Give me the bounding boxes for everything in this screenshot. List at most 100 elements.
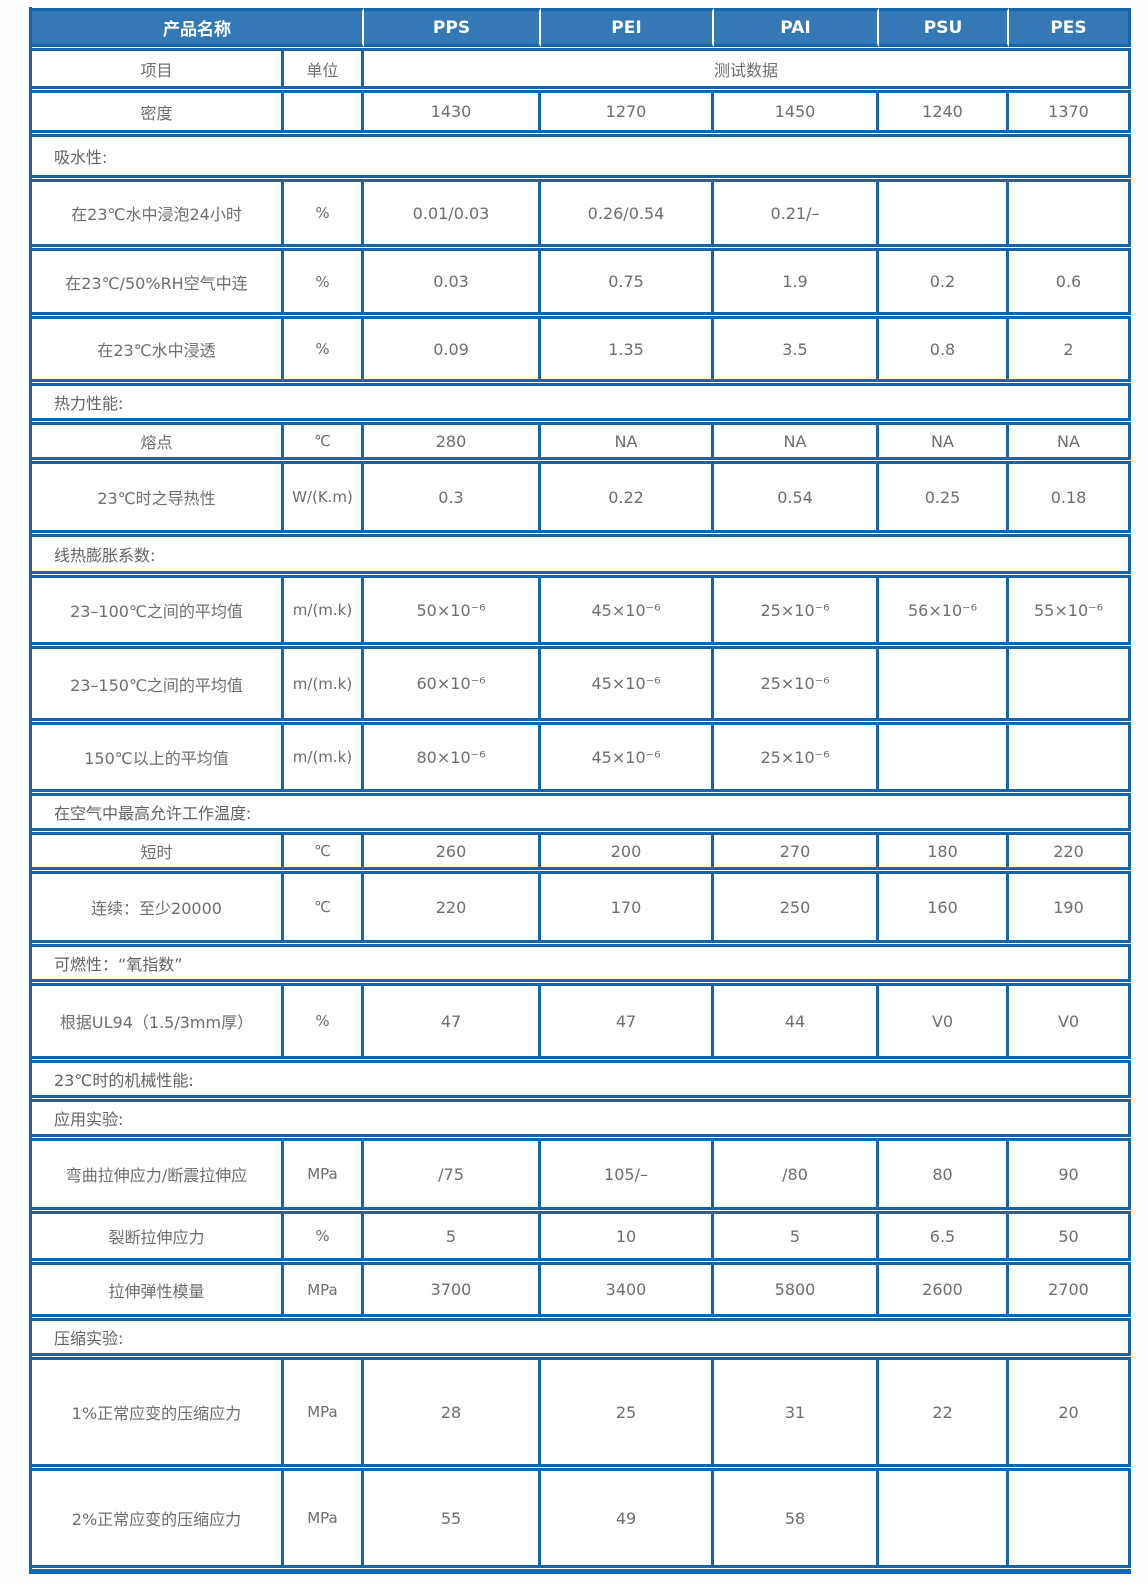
column-header-pai: PAI	[714, 8, 879, 47]
value-cell-pes: 50	[1009, 1211, 1131, 1261]
unit-label-cell: 单位	[284, 48, 364, 89]
unit-cell: ℃	[284, 832, 364, 870]
unit-cell: m/(m.k)	[284, 575, 364, 645]
table-row: 23–100℃之间的平均值 m/(m.k) 50×10⁻⁶ 45×10⁻⁶ 25×10⁻…	[32, 575, 1131, 645]
value-cell-pai: 5800	[714, 1262, 879, 1317]
value-cell-pes: 20	[1009, 1357, 1131, 1467]
section-label: 应用实验:	[32, 1099, 1131, 1137]
value-cell-pps: 60×10⁻⁶	[364, 646, 541, 721]
value-cell-pps: 50×10⁻⁶	[364, 575, 541, 645]
section-row: 在空气中最高允许工作温度:	[32, 793, 1131, 831]
value-cell-pei: 0.26/0.54	[541, 179, 714, 247]
value-cell-pei: 0.75	[541, 248, 714, 315]
value-cell-pes: V0	[1009, 983, 1131, 1059]
value-cell-pei: 1.35	[541, 316, 714, 382]
table-row: 在23℃/50%RH空气中连% 0.03 0.75 1.9 0.2 0.6	[32, 248, 1131, 315]
value-cell-psu: 0.2	[879, 248, 1009, 315]
section-row: 可燃性：“氧指数”	[32, 944, 1131, 982]
unit-cell	[284, 90, 364, 133]
unit-cell: %	[284, 1211, 364, 1261]
value-cell-pps: 3700	[364, 1262, 541, 1317]
table-row: 1%正常应变的压缩应力 MPa 28 25 31 22 20	[32, 1357, 1131, 1467]
value-cell-pes: 2	[1009, 316, 1131, 382]
value-cell-pes	[1009, 646, 1131, 721]
section-row: 线热膨胀系数:	[32, 534, 1131, 574]
table-row: 150℃以上的平均值 m/(m.k) 80×10⁻⁶ 45×10⁻⁶ 25×10⁻⁶	[32, 722, 1131, 792]
value-cell-psu: 180	[879, 832, 1009, 870]
unit-cell: %	[284, 316, 364, 382]
item-name-cell: 1%正常应变的压缩应力	[32, 1357, 284, 1467]
value-cell-pes: 55×10⁻⁶	[1009, 575, 1131, 645]
value-cell-psu	[879, 1468, 1009, 1568]
value-cell-pps: 0.3	[364, 461, 541, 533]
value-cell-pai: 1450	[714, 90, 879, 133]
item-name-cell: 熔点	[32, 422, 284, 460]
value-cell-pai: 3.5	[714, 316, 879, 382]
value-cell-pei: 45×10⁻⁶	[541, 575, 714, 645]
value-cell-psu: 80	[879, 1138, 1009, 1210]
value-cell-psu: V0	[879, 983, 1009, 1059]
unit-cell: ℃	[284, 871, 364, 943]
table-row: 连续：至少20000 ℃ 220 170 250 160 190	[32, 871, 1131, 943]
value-cell-pai: 25×10⁻⁶	[714, 646, 879, 721]
value-cell-psu	[879, 646, 1009, 721]
section-row: 23℃时的机械性能:	[32, 1060, 1131, 1098]
value-cell-pps: 0.09	[364, 316, 541, 382]
value-cell-psu	[879, 179, 1009, 247]
value-cell-pps: 55	[364, 1468, 541, 1568]
value-cell-pps: 280	[364, 422, 541, 460]
value-cell-pai: NA	[714, 422, 879, 460]
value-cell-pei: 0.22	[541, 461, 714, 533]
value-cell-psu: 0.8	[879, 316, 1009, 382]
section-row: 压缩实验:	[32, 1318, 1131, 1356]
table-header-row: 产品名称 PPS PEI PAI PSU PES	[32, 8, 1131, 47]
value-cell-pes	[1009, 1468, 1131, 1568]
item-name-cell: 裂断拉伸应力	[32, 1211, 284, 1261]
value-cell-pei: 45×10⁻⁶	[541, 722, 714, 792]
value-cell-pes: 190	[1009, 871, 1131, 943]
unit-cell: %	[284, 983, 364, 1059]
section-label: 23℃时的机械性能:	[32, 1060, 1131, 1098]
value-cell-pei: 105/–	[541, 1138, 714, 1210]
value-cell-pei: 47	[541, 983, 714, 1059]
value-cell-pps: 0.03	[364, 248, 541, 315]
item-name-cell: 连续：至少20000	[32, 871, 284, 943]
table-row: 熔点 ℃ 280 NA NA NA NA	[32, 422, 1131, 460]
value-cell-pei: 3400	[541, 1262, 714, 1317]
table-subheader-row: 项目 单位 测试数据	[32, 48, 1131, 89]
table-body: 密度 1430 1270 1450 1240 1370 吸水性: 在23℃水中浸泡24小时% 0…	[32, 90, 1131, 1568]
value-cell-pai: 250	[714, 871, 879, 943]
item-label-cell: 项目	[32, 48, 284, 89]
value-cell-pes: 1370	[1009, 90, 1131, 133]
value-cell-psu: 160	[879, 871, 1009, 943]
unit-cell: MPa	[284, 1138, 364, 1210]
column-header-pps: PPS	[364, 8, 541, 47]
item-name-cell: 弯曲拉伸应力/断震拉伸应	[32, 1138, 284, 1210]
item-name-cell: 根据UL94（1.5/3mm厚）	[32, 983, 284, 1059]
value-cell-pai: /80	[714, 1138, 879, 1210]
unit-cell: ℃	[284, 422, 364, 460]
unit-cell: MPa	[284, 1357, 364, 1467]
table-row: 根据UL94（1.5/3mm厚）% 47 47 44 V0 V0	[32, 983, 1131, 1059]
section-row: 吸水性:	[32, 134, 1131, 178]
value-cell-pei: 1270	[541, 90, 714, 133]
value-cell-pps: 260	[364, 832, 541, 870]
table-row: 拉伸弹性模量 MPa 3700 3400 5800 2600 2700	[32, 1262, 1131, 1317]
item-name-cell: 2%正常应变的压缩应力	[32, 1468, 284, 1568]
value-cell-pei: NA	[541, 422, 714, 460]
section-label: 在空气中最高允许工作温度:	[32, 793, 1131, 831]
value-cell-psu: 0.25	[879, 461, 1009, 533]
section-row: 应用实验:	[32, 1099, 1131, 1137]
value-cell-pai: 58	[714, 1468, 879, 1568]
value-cell-pps: 1430	[364, 90, 541, 133]
item-name-cell: 在23℃水中浸泡24小时	[32, 179, 284, 247]
value-cell-pai: 0.21/–	[714, 179, 879, 247]
unit-cell: W/(K.m)	[284, 461, 364, 533]
product-spec-table: 产品名称 PPS PEI PAI PSU PES 项目 单位 测试数据 密度 14…	[29, 7, 1131, 1574]
value-cell-pai: 270	[714, 832, 879, 870]
unit-cell: MPa	[284, 1468, 364, 1568]
table-row: 2%正常应变的压缩应力 MPa 55 49 58	[32, 1468, 1131, 1568]
value-cell-pei: 45×10⁻⁶	[541, 646, 714, 721]
test-data-label-cell: 测试数据	[364, 48, 1131, 89]
